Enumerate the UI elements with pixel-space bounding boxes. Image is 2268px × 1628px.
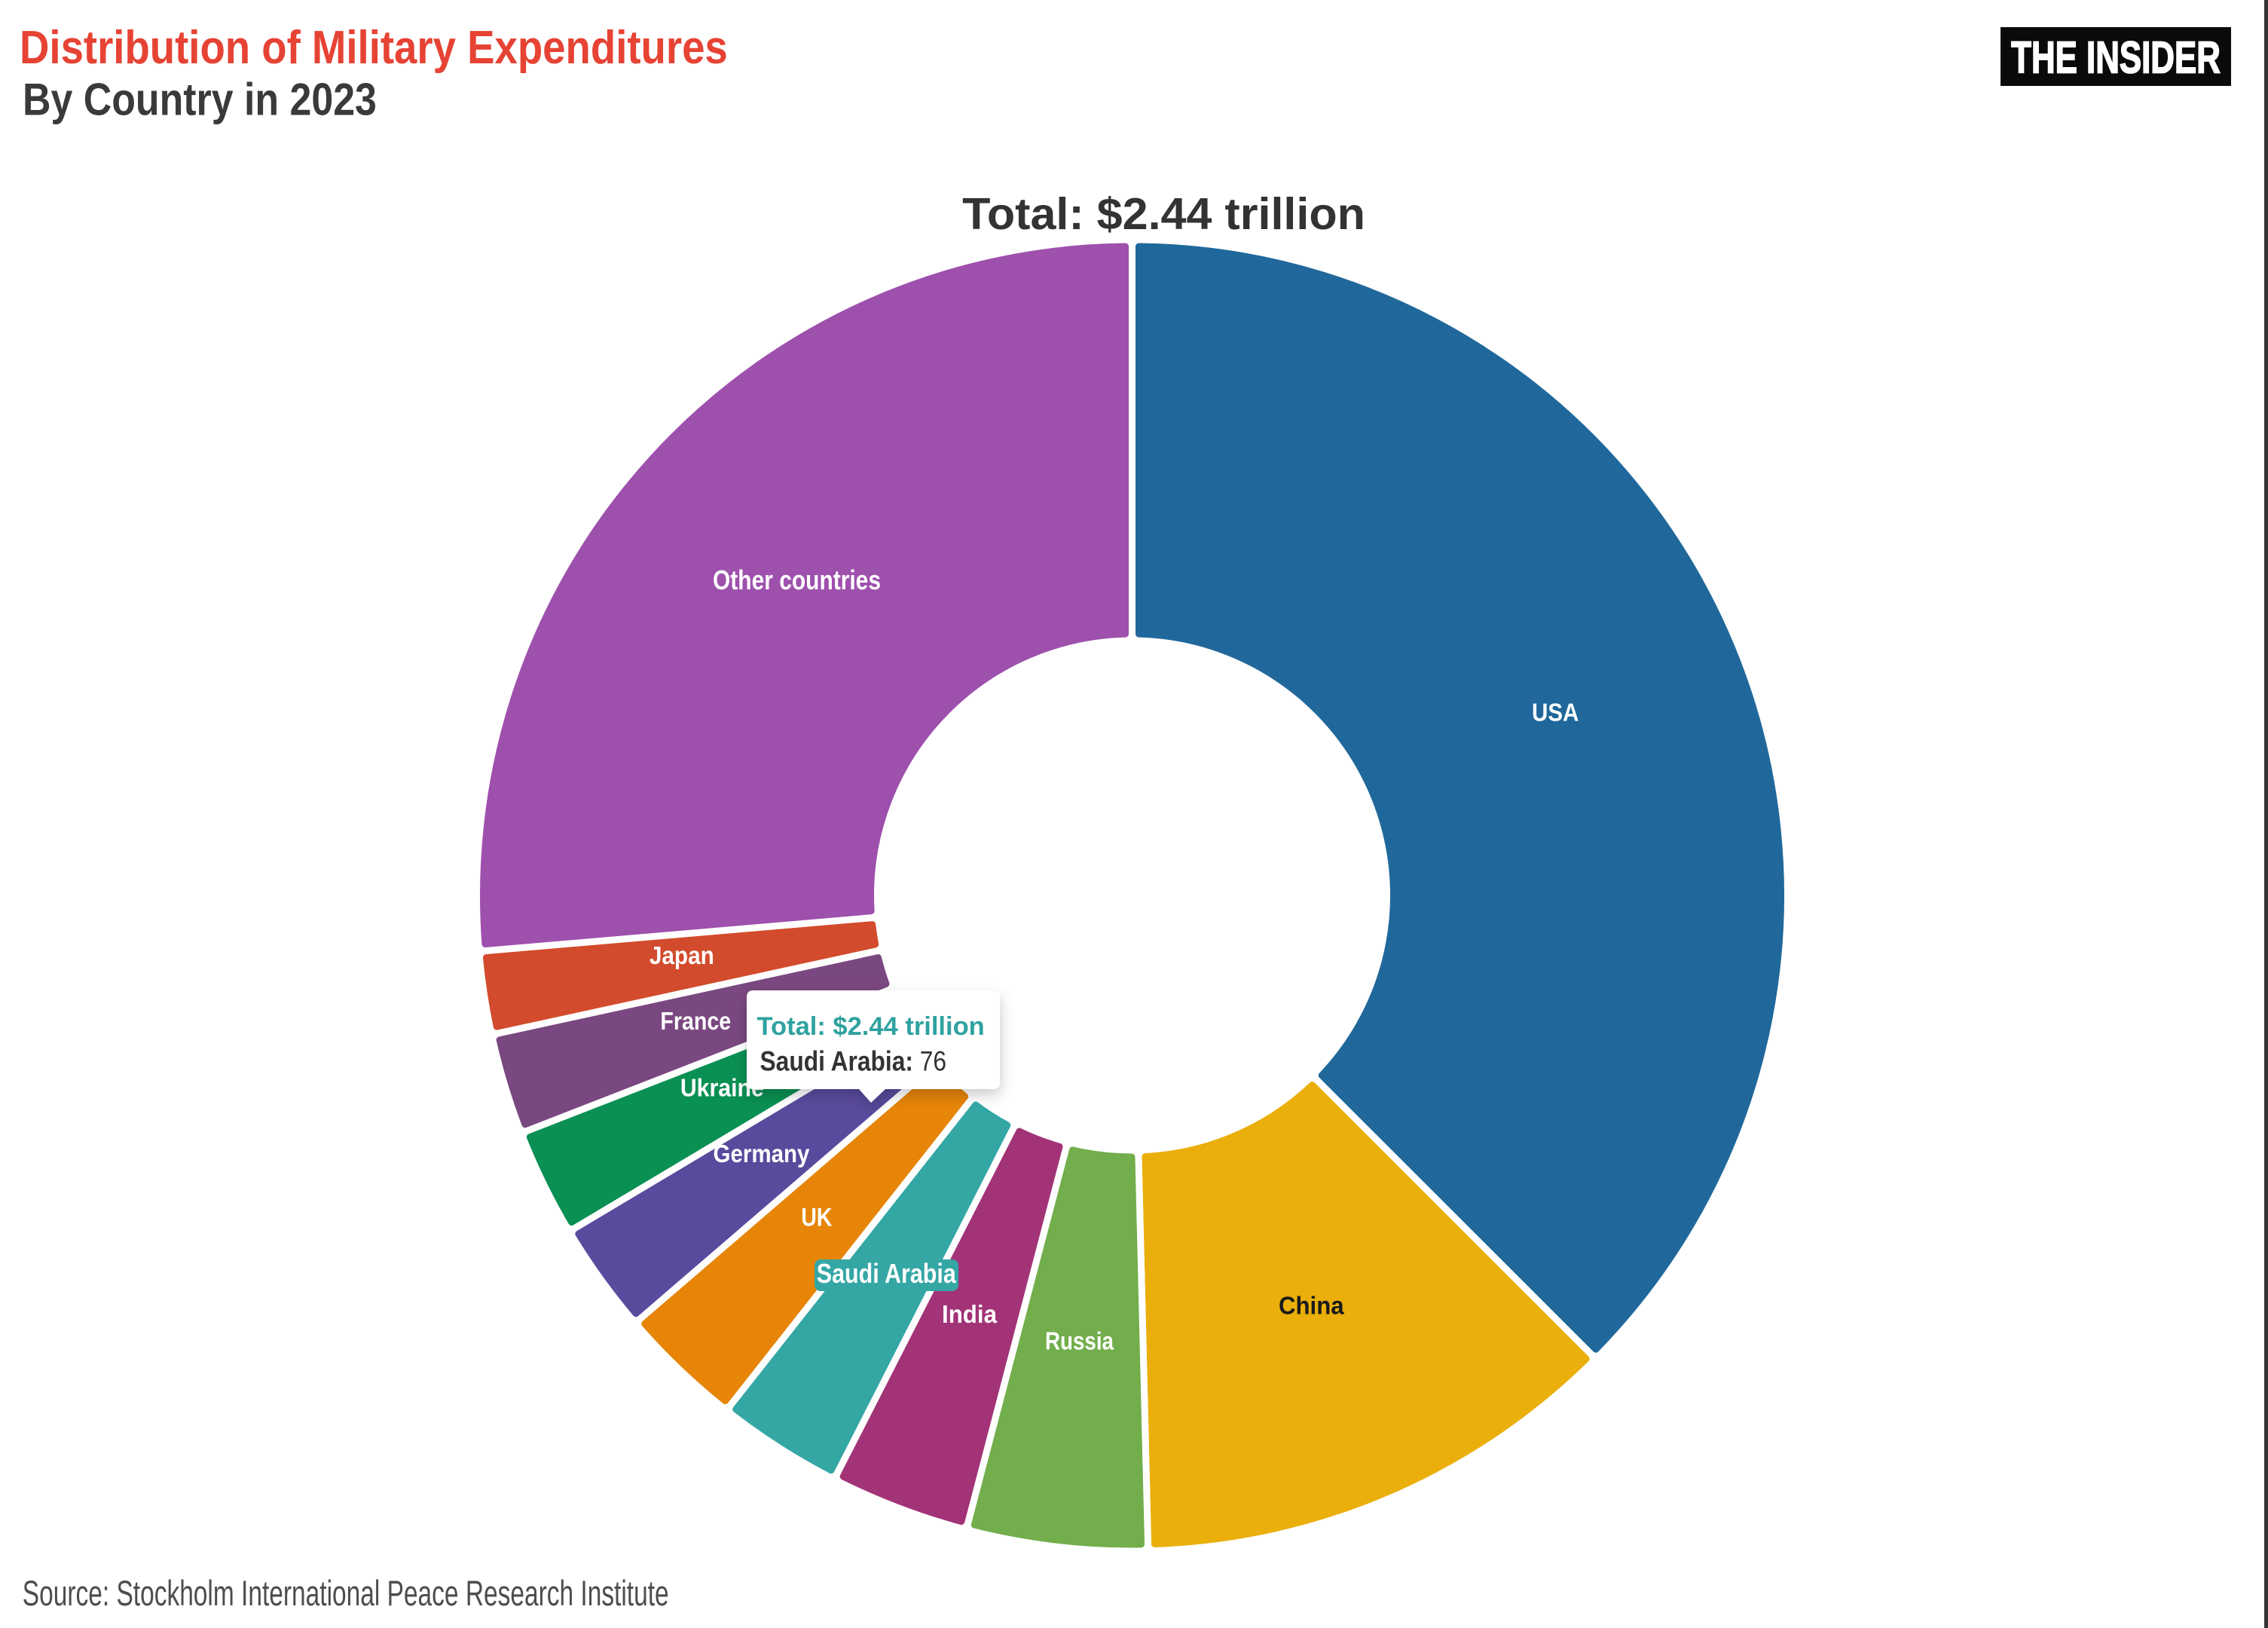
svg-text:Other countries: Other countries: [713, 565, 881, 595]
svg-text:THE INSIDER: THE INSIDER: [2011, 33, 2221, 83]
svg-text:France: France: [660, 1007, 731, 1035]
svg-text:Source: Stockholm Internationa: Source: Stockholm International Peace Re…: [23, 1573, 669, 1613]
svg-text:Russia: Russia: [1045, 1327, 1114, 1355]
svg-text:UK: UK: [801, 1203, 833, 1232]
svg-text:Saudi Arabia: 76: Saudi Arabia: 76: [760, 1046, 947, 1077]
svg-text:By Country in 2023: By Country in 2023: [23, 74, 377, 124]
svg-text:USA: USA: [1532, 699, 1579, 727]
svg-text:India: India: [942, 1300, 998, 1328]
svg-text:Total: $2.44 trillion: Total: $2.44 trillion: [757, 1012, 985, 1041]
svg-text:China: China: [1279, 1292, 1345, 1320]
svg-text:Total: $2.44 trillion: Total: $2.44 trillion: [962, 189, 1365, 239]
svg-text:Distribution of Military Expen: Distribution of Military Expenditures: [20, 22, 728, 74]
svg-text:Germany: Germany: [714, 1140, 811, 1167]
svg-text:Japan: Japan: [650, 942, 714, 970]
svg-text:Saudi Arabia: Saudi Arabia: [817, 1259, 956, 1290]
